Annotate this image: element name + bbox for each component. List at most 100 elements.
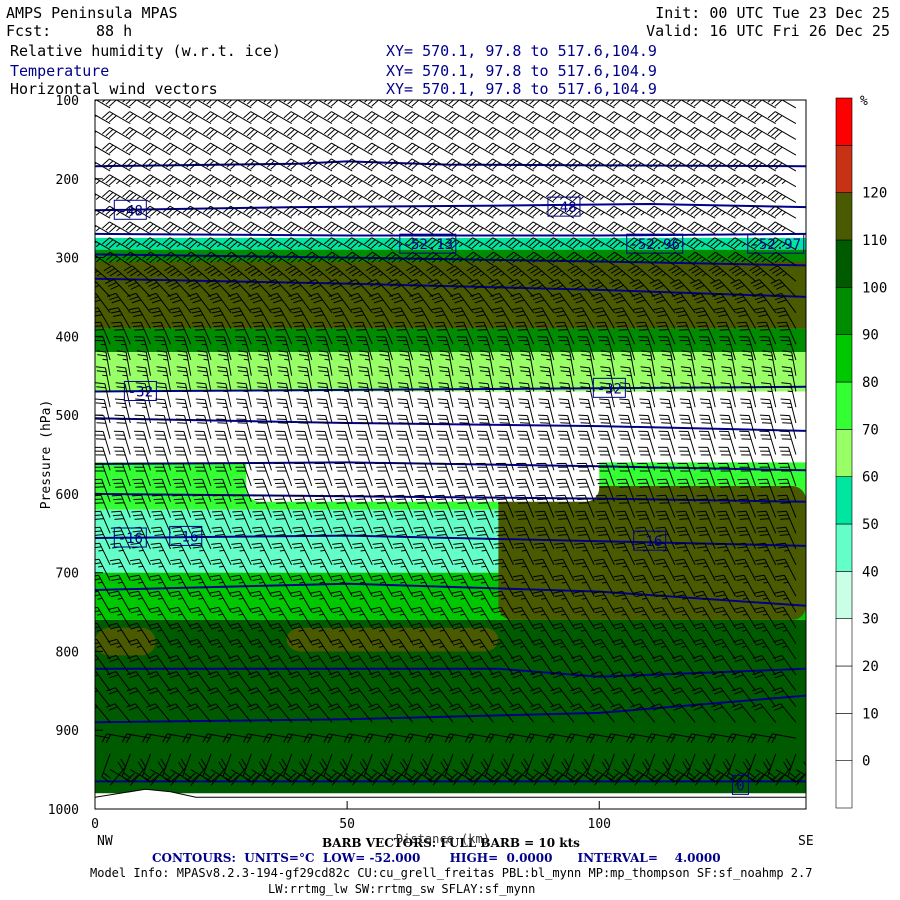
wind-barb — [713, 307, 736, 329]
wind-barb — [606, 174, 635, 188]
wind-barb — [252, 526, 272, 550]
wind-barb — [227, 292, 252, 313]
wind-barb — [283, 189, 313, 203]
wind-barb — [759, 430, 777, 455]
wind-barb — [606, 251, 635, 266]
wind-barb — [95, 114, 111, 125]
forecast-label: Fcst: — [6, 22, 52, 40]
wind-barb — [655, 526, 676, 550]
wind-barb — [392, 758, 409, 786]
wind-barb — [276, 398, 293, 424]
wind-barb — [450, 655, 474, 676]
wind-barb — [747, 100, 776, 109]
wind-barb — [698, 430, 716, 455]
wind-barb — [167, 655, 192, 676]
wind-barb — [215, 414, 232, 439]
wind-barb — [586, 189, 615, 203]
wind-barb — [533, 542, 555, 566]
wind-barb — [114, 398, 131, 424]
colorbar-bin — [835, 760, 853, 809]
wind-barb — [418, 366, 434, 392]
wind-barb — [182, 189, 212, 203]
wind-barb — [132, 462, 151, 487]
wind-barb — [726, 733, 756, 744]
wind-barb — [747, 189, 776, 203]
wind-barb — [129, 307, 151, 329]
wind-barb — [432, 758, 449, 786]
wind-barb — [618, 336, 636, 361]
wind-barb — [431, 606, 454, 629]
wind-barb — [471, 307, 494, 329]
wind-barb — [323, 733, 353, 744]
wind-barb — [95, 558, 111, 581]
wind-barb — [329, 622, 353, 644]
wind-barb — [720, 398, 736, 424]
wind-barb — [142, 142, 171, 156]
wind-barb — [268, 638, 293, 660]
wind-barb — [505, 205, 534, 219]
wind-barb — [471, 590, 494, 613]
wind-barb — [146, 687, 171, 707]
wind-barb — [424, 100, 454, 109]
wind-barb — [449, 671, 474, 692]
wind-barb — [333, 321, 353, 345]
wind-barb — [636, 478, 656, 502]
wind-barb — [122, 237, 151, 251]
wind-barb — [416, 414, 434, 439]
wind-barb — [206, 703, 232, 723]
wind-barb — [136, 350, 151, 376]
wind-barb — [439, 350, 454, 376]
wind-barb — [496, 462, 514, 487]
x-axis-title: Distance (km) — [396, 832, 490, 846]
wind-barb — [692, 638, 716, 660]
wind-barb — [297, 382, 313, 408]
wind-barb — [95, 307, 111, 329]
wind-barb — [395, 446, 414, 471]
colorbar-label: 10 — [862, 706, 879, 722]
wind-barb — [747, 205, 776, 219]
wind-barb — [174, 430, 192, 455]
wind-barb — [739, 336, 757, 361]
wind-barb — [646, 142, 676, 156]
wind-barb — [448, 703, 474, 723]
wind-barb — [620, 350, 636, 376]
wind-barb — [303, 205, 333, 219]
wind-barb — [489, 703, 514, 723]
wind-barb — [167, 671, 192, 692]
wind-barb — [122, 189, 151, 203]
wind-barb — [774, 307, 797, 329]
wind-barb — [182, 126, 212, 140]
wind-barb — [537, 414, 555, 439]
wind-barb — [349, 655, 373, 676]
wind-barb — [108, 307, 131, 329]
wind-barb — [164, 265, 192, 282]
wind-barb — [136, 366, 151, 392]
wind-barb — [435, 478, 454, 502]
wind-barb — [464, 753, 475, 783]
wind-barb — [126, 687, 151, 707]
wind-barb — [478, 382, 494, 408]
wind-barb — [686, 221, 716, 235]
wind-barb — [546, 251, 575, 266]
wind-barb — [505, 189, 534, 203]
wind-barb — [444, 174, 474, 188]
temperature-contour — [95, 160, 806, 168]
wind-barb — [556, 478, 575, 502]
wind-barb — [323, 158, 353, 172]
wind-barb — [204, 265, 232, 282]
wind-barb — [512, 574, 535, 597]
wind-barb — [472, 574, 494, 597]
wind-barb — [646, 111, 676, 125]
wind-barb — [162, 126, 192, 140]
wind-barb — [632, 638, 656, 660]
wind-barb — [772, 671, 797, 692]
contour-label: -52.13 — [403, 237, 454, 253]
wind-barb — [354, 478, 373, 502]
wind-barb — [586, 251, 615, 266]
wind-barb — [170, 558, 192, 581]
wind-barb — [384, 158, 413, 172]
wind-barb — [613, 574, 636, 597]
wind-barb — [283, 158, 313, 172]
wind-barb — [777, 478, 797, 502]
wind-barb — [767, 205, 797, 219]
